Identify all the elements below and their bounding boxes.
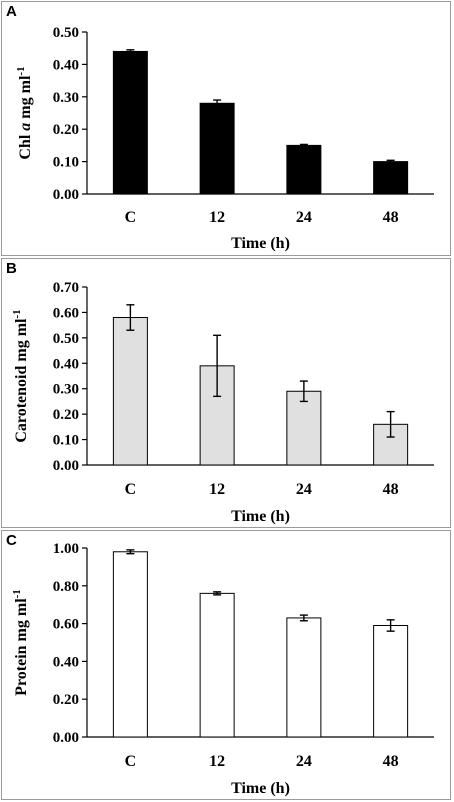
panel-b-y-tick-label: 0.30 <box>53 382 79 398</box>
panel-b-bar <box>286 390 322 466</box>
panel-c-y-tick-label: 0.80 <box>53 579 79 595</box>
panel-c-y-axis-title: Protein mg ml-1 <box>11 589 30 696</box>
panel-b-y-tick-label: 0.20 <box>53 407 79 423</box>
panel-b-y-tick-label: 0.10 <box>53 433 79 449</box>
panel-b-x-axis-title: Time (h) <box>231 508 290 525</box>
panel-b-bar <box>112 317 148 466</box>
panel-b-category-label: 12 <box>209 481 225 498</box>
panel-b-category-label: C <box>125 481 137 498</box>
panel-b-y-tick-label: 0.60 <box>53 305 79 321</box>
panel-c-y-tick-label: 0.60 <box>53 617 79 633</box>
panel-a-y-tick-label: 0.30 <box>53 90 79 106</box>
panel-b-y-tick-label: 0.00 <box>53 458 79 474</box>
panel-c-y-tick-label: 0.40 <box>53 654 79 670</box>
panel-c-category-label: 24 <box>296 753 312 770</box>
panel-a-y-tick-label: 0.40 <box>53 57 79 73</box>
panel-a-category-label: 12 <box>209 209 225 226</box>
panel-c-bar <box>199 592 235 738</box>
panel-c-category-label: 48 <box>383 753 399 770</box>
panel-a-y-tick-label: 0.20 <box>53 122 79 138</box>
panel-a-y-tick-label: 0.10 <box>53 155 79 171</box>
panel-c-letter: C <box>6 532 17 549</box>
panel-b-y-tick-label: 0.50 <box>53 331 79 347</box>
panel-a-category-label: 48 <box>383 209 399 226</box>
panel-c-bar <box>112 551 148 738</box>
panel-a-bar <box>286 144 322 195</box>
panel-a-letter: A <box>6 3 17 20</box>
panel-c-y-tick-label: 0.20 <box>53 692 79 708</box>
panel-a-bar <box>199 102 235 195</box>
panel-a-category-label: C <box>125 209 137 226</box>
panel-a-y-tick-label: 0.50 <box>53 25 79 41</box>
panel-a-x-axis-title: Time (h) <box>231 235 290 252</box>
panel-a-y-tick-label: 0.00 <box>53 187 79 203</box>
panel-a-category-label: 24 <box>296 209 312 226</box>
panel-b-y-tick-label: 0.40 <box>53 356 79 372</box>
panel-c-category-label: C <box>125 753 137 770</box>
panel-b-letter: B <box>6 260 17 277</box>
panel-c-bar <box>373 624 409 738</box>
panel-c-category-label: 12 <box>209 753 225 770</box>
panel-b-category-label: 48 <box>383 481 399 498</box>
panel-c-bar <box>286 617 322 738</box>
panel-b-y-axis-title: Carotenoid mg ml-1 <box>11 309 30 442</box>
panel-b-category-label: 24 <box>296 481 312 498</box>
panel-c-x-axis-title: Time (h) <box>231 780 290 797</box>
panel-a-bar <box>373 161 409 195</box>
panel-c-y-tick-label: 1.00 <box>53 541 79 557</box>
panel-b-y-tick-label: 0.70 <box>53 280 79 296</box>
panel-c-y-tick-label: 0.00 <box>53 730 79 746</box>
panel-a-y-axis-title: Chl a mg ml-1 <box>15 66 34 159</box>
panel-a-bar <box>112 50 148 195</box>
